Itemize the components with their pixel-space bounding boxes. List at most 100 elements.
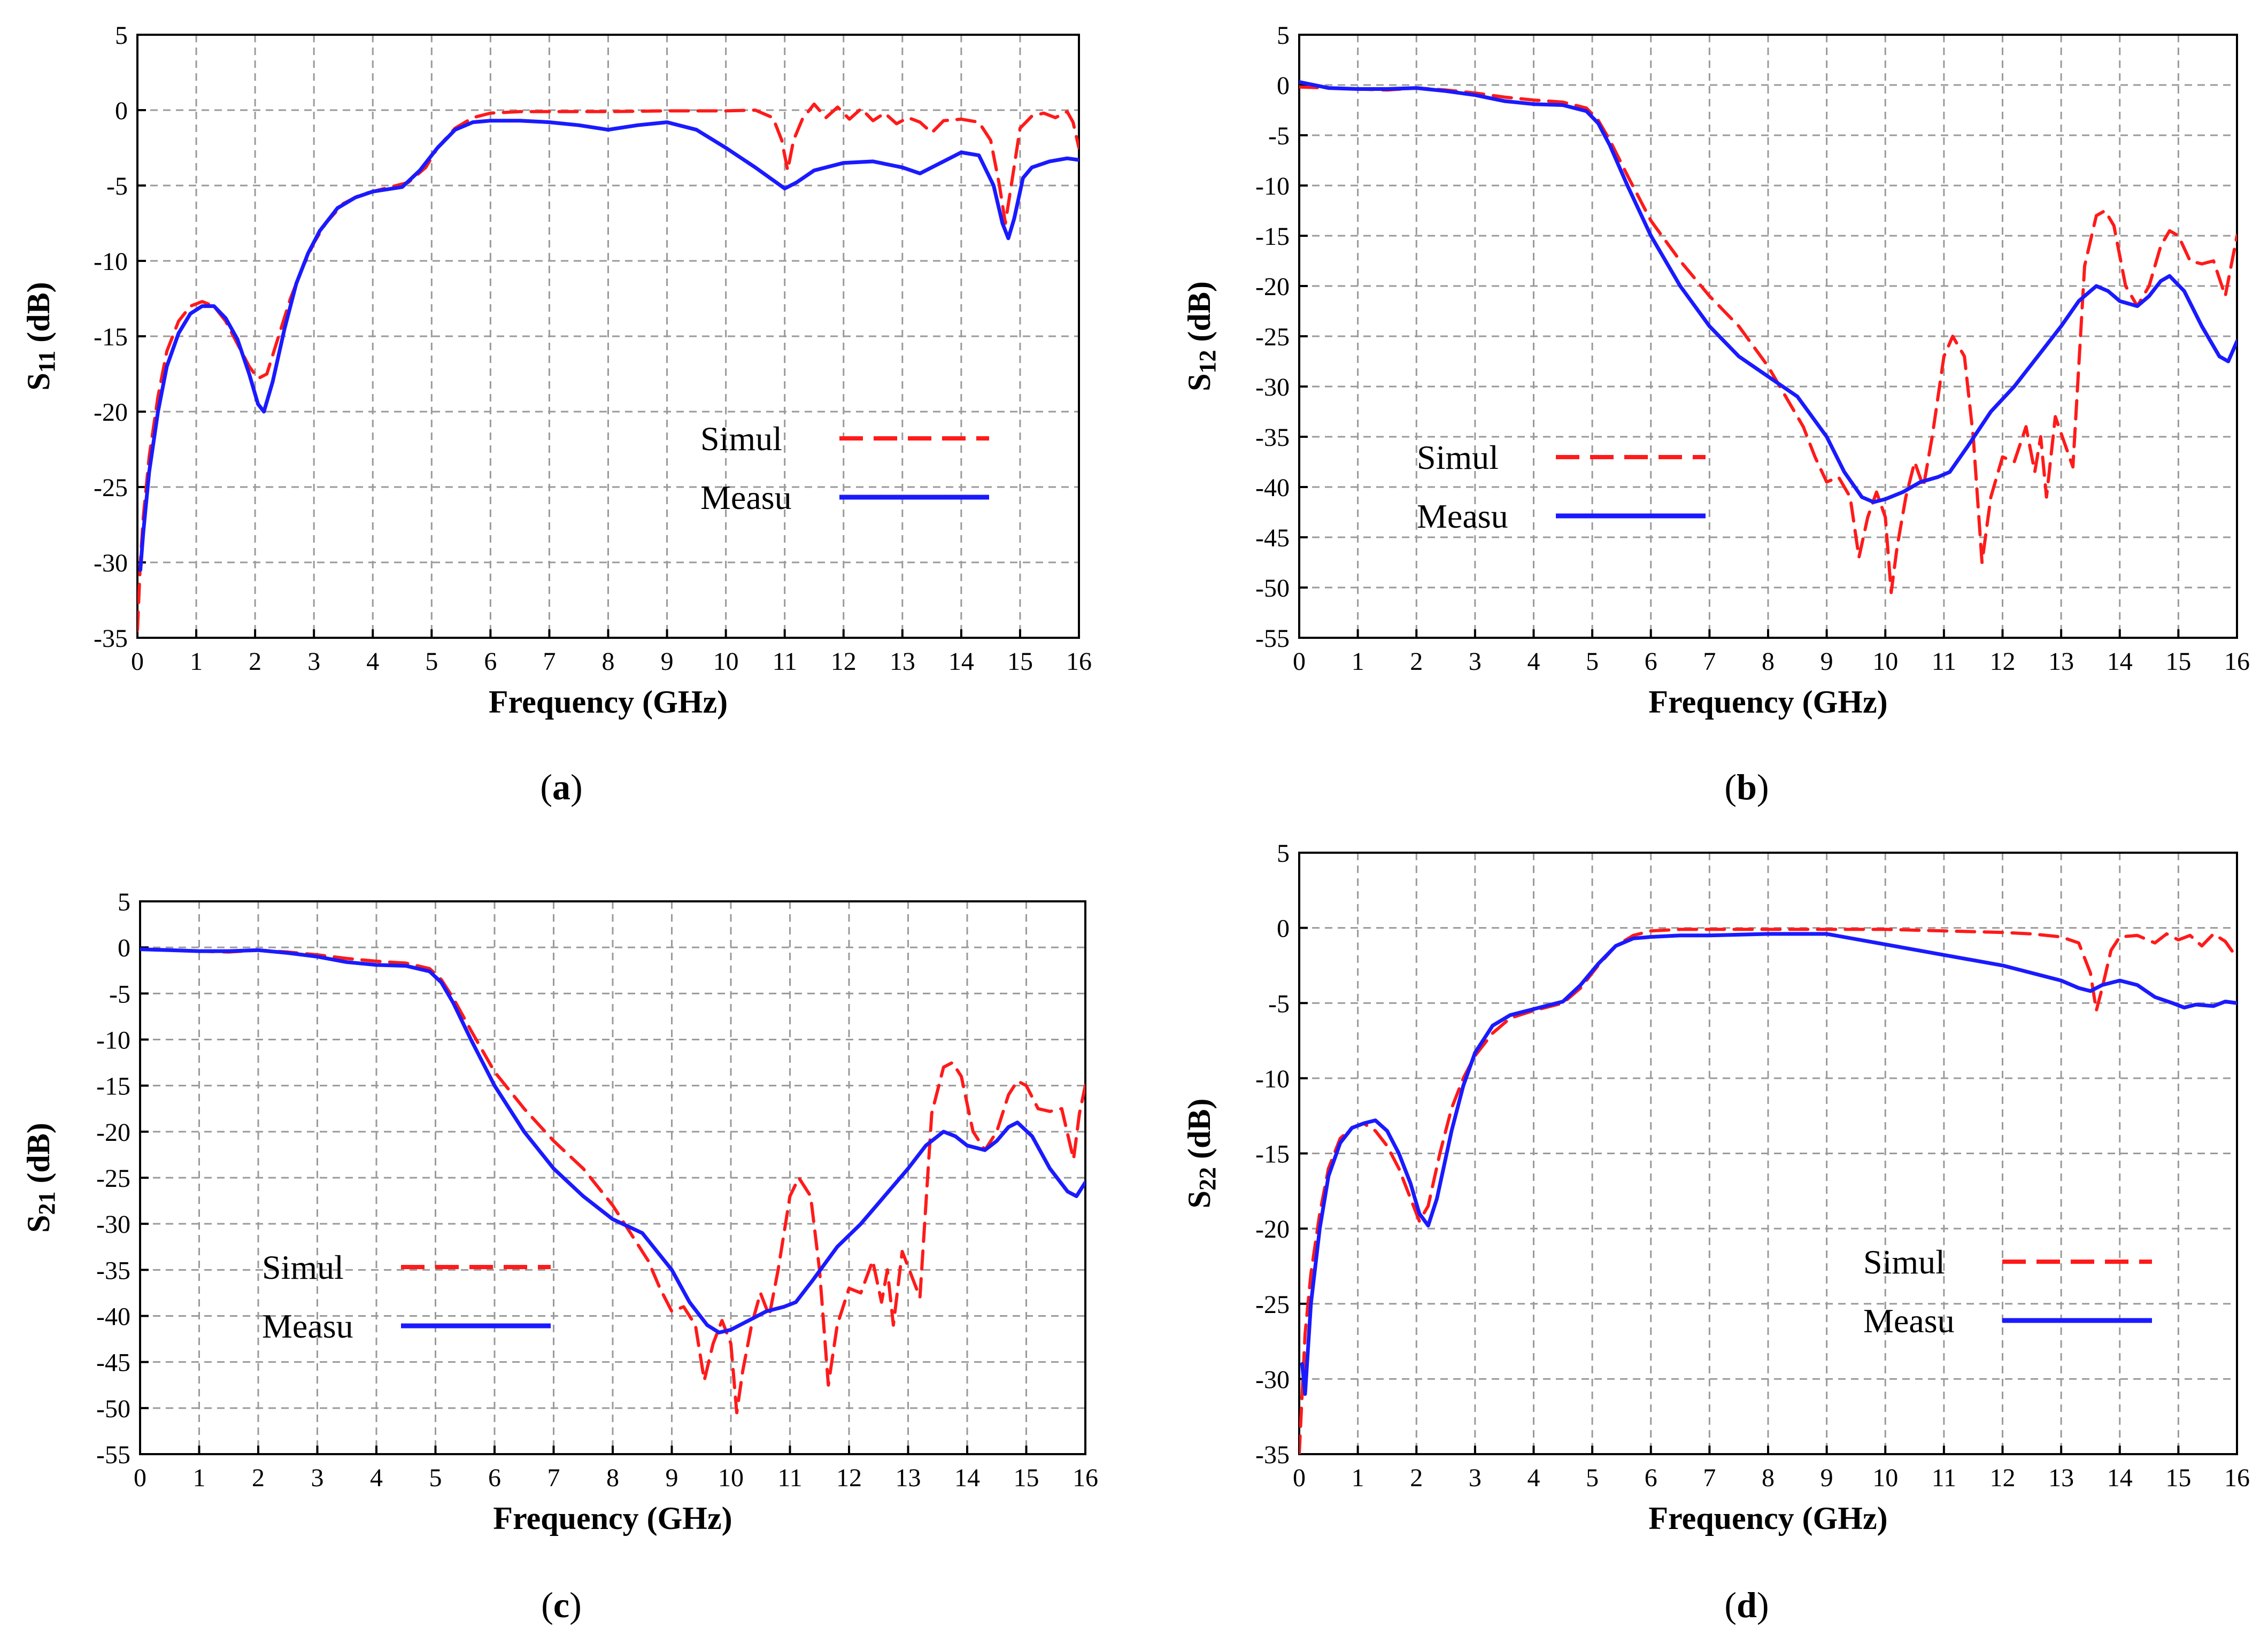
x-tick-label: 3 [1469, 1464, 1482, 1492]
y-tick-label: 0 [1277, 72, 1290, 100]
y-axis-label: S21 (dB) [21, 1123, 60, 1233]
series-line-measu [138, 119, 1079, 572]
x-tick-label: 2 [1410, 1464, 1423, 1492]
x-tick-label: 5 [429, 1464, 442, 1492]
y-tick-label: -30 [96, 1210, 130, 1239]
legend-label: Simul [1863, 1243, 1945, 1281]
chart-panel-d: 0 1 2 3 4 5 6 7 8 9 10 11 12 13 14 15 1650-5-10-15-20-25… [1182, 839, 2250, 1625]
series-line-measu [1300, 932, 2237, 1396]
x-tick-label: 12 [831, 647, 857, 676]
x-tick-label: 10 [713, 647, 739, 676]
y-tick-label: 5 [1277, 839, 1290, 868]
x-tick-label: 6 [484, 647, 497, 676]
x-tick-label: 1 [193, 1464, 206, 1492]
panel-caption-letter: d [1737, 1585, 1757, 1625]
x-tick-label: 7 [1703, 647, 1716, 676]
x-tick-label: 16 [1066, 647, 1092, 676]
y-tick-label: -45 [1255, 524, 1290, 552]
legend: Simul Measu [1863, 1243, 2152, 1340]
x-tick-label: 15 [2165, 1464, 2191, 1492]
x-tick-label: 8 [606, 1464, 619, 1492]
x-tick-label: 11 [773, 647, 797, 676]
panel-caption: (d) [1724, 1585, 1769, 1625]
y-tick-label: 5 [118, 888, 130, 916]
y-tick-label: 5 [115, 21, 128, 50]
x-tick-label: 11 [1932, 647, 1956, 676]
y-tick-label: -10 [1255, 1065, 1290, 1093]
y-tick-label: -35 [1255, 423, 1290, 452]
x-tick-label: 2 [252, 1464, 265, 1492]
y-tick-label: -5 [106, 172, 128, 200]
series-line-simul [137, 102, 1079, 632]
x-tick-label: 13 [890, 647, 915, 676]
x-tick-label: 10 [1872, 1464, 1898, 1492]
x-tick-label: 0 [1293, 647, 1306, 676]
x-tick-label: 13 [896, 1464, 921, 1492]
x-tick-label: 1 [1352, 647, 1364, 676]
x-tick-label: 6 [488, 1464, 501, 1492]
legend-label: Measu [1417, 497, 1508, 535]
y-tick-label: -30 [1255, 373, 1290, 401]
x-tick-label: 8 [1762, 647, 1775, 676]
legend-label: Measu [700, 478, 792, 516]
x-tick-label: 14 [948, 647, 974, 676]
y-tick-label: -15 [96, 1072, 130, 1101]
x-tick-label: 8 [1762, 1464, 1775, 1492]
panel-caption: (b) [1724, 767, 1769, 807]
x-tick-label: 9 [1820, 1464, 1833, 1492]
x-tick-label: 10 [1872, 647, 1898, 676]
y-tick-label: -30 [1255, 1365, 1290, 1394]
x-tick-label: 9 [661, 647, 674, 676]
legend-label: Measu [262, 1307, 353, 1345]
y-tick-label: -10 [1255, 172, 1290, 200]
y-tick-label: 0 [118, 934, 130, 962]
legend-label: Simul [700, 420, 782, 458]
x-tick-label: 12 [836, 1464, 862, 1492]
y-tick-label: -50 [1255, 574, 1290, 603]
y-axis-label-unit: (dB) [21, 282, 56, 350]
panel-caption: (c) [541, 1585, 582, 1625]
y-tick-label: -25 [1255, 323, 1290, 351]
y-tick-label: -20 [96, 1118, 130, 1147]
x-tick-label: 2 [249, 647, 261, 676]
x-tick-label: 7 [543, 647, 556, 676]
x-tick-label: 6 [1645, 647, 1657, 676]
x-tick-label: 16 [2224, 1464, 2250, 1492]
x-tick-label: 12 [1990, 647, 2016, 676]
y-tick-label: -20 [1255, 1215, 1290, 1244]
x-tick-label: 0 [1293, 1464, 1306, 1492]
y-tick-label: -15 [1255, 222, 1290, 251]
y-tick-label: -40 [1255, 474, 1290, 502]
chart-panel-c: 0 1 2 3 4 5 6 7 8 9 10 11 12 13 14 15 1650-5-10-15-20-25… [21, 888, 1098, 1625]
y-tick-label: -35 [1255, 1441, 1290, 1469]
x-tick-label: 4 [1528, 1464, 1540, 1492]
y-tick-label: -10 [94, 248, 128, 276]
legend: Simul Measu [1417, 438, 1706, 535]
x-axis-label: Frequency (GHz) [1648, 1501, 1887, 1536]
x-tick-label: 8 [602, 647, 615, 676]
series-line-simul [1299, 85, 2237, 594]
y-tick-label: -35 [96, 1256, 130, 1285]
chart-panel-a: 0 1 2 3 4 5 6 7 8 9 10 11 12 13 14 15 1650-5-10-15-20-25… [21, 21, 1092, 807]
x-tick-label: 5 [425, 647, 438, 676]
x-tick-label: 5 [1586, 647, 1599, 676]
y-axis-label: S12 (dB) [1182, 281, 1221, 391]
x-tick-label: 4 [366, 647, 379, 676]
y-tick-label: -25 [1255, 1291, 1290, 1319]
y-tick-label: -25 [94, 474, 128, 502]
x-tick-label: 15 [1014, 1464, 1039, 1492]
y-tick-label: -20 [1255, 273, 1290, 301]
y-axis-label: S11 (dB) [21, 282, 60, 390]
y-tick-label: -40 [96, 1303, 130, 1331]
series-line-measu [1299, 80, 2237, 504]
x-tick-label: 6 [1645, 1464, 1657, 1492]
y-axis-label-main: S [21, 373, 56, 390]
x-tick-label: 0 [131, 647, 144, 676]
x-tick-label: 16 [2224, 647, 2250, 676]
x-tick-label: 5 [1586, 1464, 1599, 1492]
x-tick-label: 16 [1073, 1464, 1098, 1492]
panel-caption-letter: a [552, 767, 570, 807]
y-tick-label: -55 [1255, 624, 1290, 653]
panel-caption-letter: b [1737, 767, 1757, 807]
y-tick-label: -5 [109, 980, 130, 1008]
